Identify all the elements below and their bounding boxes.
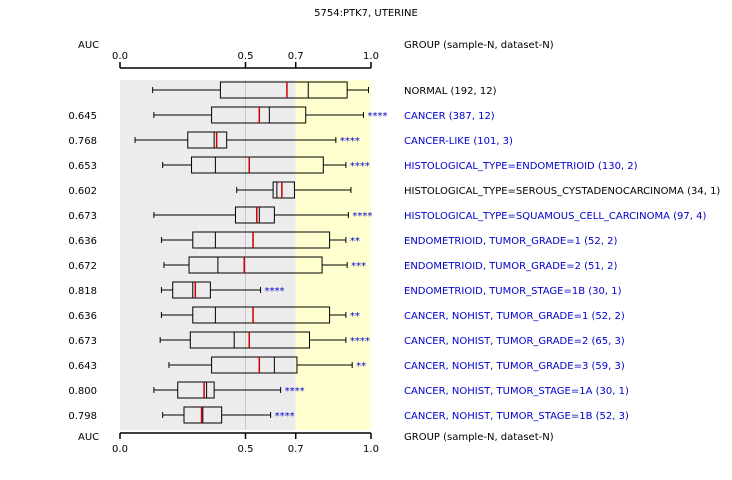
axis-tick-label: 0.7: [288, 444, 304, 455]
auc-value: 0.636: [68, 311, 97, 322]
significance-stars: **: [356, 361, 366, 372]
auc-value: 0.636: [68, 236, 97, 247]
group-label: CANCER, NOHIST, TUMOR_GRADE=1 (52, 2): [404, 311, 625, 322]
chart-title: 5754:PTK7, UTERINE: [314, 8, 418, 19]
box-row: 0.602 HISTOLOGICAL_TYPE=SEROUS_CYSTADENOC…: [68, 181, 720, 199]
group-label: CANCER, NOHIST, TUMOR_STAGE=1A (30, 1): [404, 386, 629, 397]
significance-stars: **: [350, 311, 360, 322]
significance-stars: ***: [351, 261, 366, 272]
group-label: HISTOLOGICAL_TYPE=SEROUS_CYSTADENOCARCIN…: [404, 186, 720, 197]
auc-value: 0.800: [68, 386, 97, 397]
group-label: ENDOMETRIOID, TUMOR_STAGE=1B (30, 1): [404, 286, 622, 297]
x-axis-bottom: 0.0 0.5 0.7 1.0: [112, 432, 379, 455]
group-label: CANCER-LIKE (101, 3): [404, 136, 513, 147]
axis-tick-label: 0.0: [112, 51, 128, 62]
box-row: 0.653 **** HISTOLOGICAL_TYPE=ENDOMETRIOID …: [68, 156, 638, 174]
box-row: 0.798 **** CANCER, NOHIST, TUMOR_STAGE=1B …: [68, 406, 629, 424]
significance-stars: ****: [350, 336, 370, 347]
significance-stars: ****: [285, 386, 305, 397]
box-row: NORMAL (192, 12): [152, 81, 497, 99]
iqr-box: [187, 131, 228, 149]
x-axis-top: 0.0 0.5 0.7 1.0: [112, 51, 379, 69]
auc-value: 0.818: [68, 286, 97, 297]
iqr-box: [192, 306, 331, 324]
iqr-box: [192, 231, 331, 249]
box-row: 0.800 **** CANCER, NOHIST, TUMOR_STAGE=1A …: [68, 381, 629, 399]
significance-stars: ****: [367, 111, 387, 122]
iqr-box: [272, 181, 295, 199]
axis-tick-label: 1.0: [363, 444, 379, 455]
significance-stars: **: [350, 236, 360, 247]
auc-value: 0.673: [68, 336, 97, 347]
iqr-box: [219, 81, 348, 99]
auc-value: 0.643: [68, 361, 97, 372]
auc-value: 0.768: [68, 136, 97, 147]
box-row: 0.645 **** CANCER (387, 12): [68, 106, 495, 124]
axis-tick-label: 0.7: [288, 51, 304, 62]
group-label: HISTOLOGICAL_TYPE=SQUAMOUS_CELL_CARCINOM…: [404, 211, 706, 222]
iqr-box: [177, 381, 215, 399]
axis-tick-label: 0.0: [112, 444, 128, 455]
axis-tick-label: 1.0: [363, 51, 379, 62]
box-row: 0.673 **** CANCER, NOHIST, TUMOR_GRADE=2 (…: [68, 331, 625, 349]
group-label: ENDOMETRIOID, TUMOR_GRADE=2 (51, 2): [404, 261, 617, 272]
yellow-region: [295, 80, 371, 430]
auc-value: 0.653: [68, 161, 97, 172]
auc-value: 0.602: [68, 186, 97, 197]
box-row: 0.643 ** CANCER, NOHIST, TUMOR_GRADE=3 (59…: [68, 356, 625, 374]
significance-stars: ****: [275, 411, 295, 422]
background-shading: [120, 80, 371, 430]
box-row: 0.636 ** CANCER, NOHIST, TUMOR_GRADE=1 (52…: [68, 306, 625, 324]
auc-value: 0.673: [68, 211, 97, 222]
group-label: CANCER, NOHIST, TUMOR_GRADE=2 (65, 3): [404, 336, 625, 347]
significance-stars: ****: [265, 286, 285, 297]
iqr-box: [188, 256, 323, 274]
significance-stars: ****: [350, 161, 370, 172]
box-row: 0.636 ** ENDOMETRIOID, TUMOR_GRADE=1 (52, …: [68, 231, 617, 249]
group-header-bottom: GROUP (sample-N, dataset-N): [404, 432, 554, 443]
iqr-box: [211, 356, 298, 374]
significance-stars: ****: [352, 211, 372, 222]
gray-region: [120, 80, 296, 430]
box-row: 0.672 *** ENDOMETRIOID, TUMOR_GRADE=2 (51,…: [68, 256, 617, 274]
box-row: 0.818 **** ENDOMETRIOID, TUMOR_STAGE=1B (3…: [68, 281, 622, 299]
group-label: NORMAL (192, 12): [404, 86, 497, 97]
auc-value: 0.645: [68, 111, 97, 122]
group-label: HISTOLOGICAL_TYPE=ENDOMETRIOID (130, 2): [404, 161, 638, 172]
auc-value: 0.798: [68, 411, 97, 422]
iqr-box: [191, 156, 324, 174]
axis-tick-label: 0.5: [238, 444, 254, 455]
group-label: CANCER, NOHIST, TUMOR_STAGE=1B (52, 3): [404, 411, 629, 422]
box-row: 0.768 **** CANCER-LIKE (101, 3): [68, 131, 513, 149]
axis-tick-label: 0.5: [238, 51, 254, 62]
auc-value: 0.672: [68, 261, 97, 272]
iqr-box: [234, 206, 275, 224]
auc-header-top: AUC: [78, 40, 99, 51]
auc-header-bottom: AUC: [78, 432, 99, 443]
iqr-box: [172, 281, 211, 299]
group-header-top: GROUP (sample-N, dataset-N): [404, 40, 554, 51]
box-row: 0.673 **** HISTOLOGICAL_TYPE=SQUAMOUS_CELL…: [68, 206, 706, 224]
group-label: ENDOMETRIOID, TUMOR_GRADE=1 (52, 2): [404, 236, 617, 247]
box-rows: NORMAL (192, 12)0.645 **** CANCER (387, 12…: [68, 81, 720, 424]
group-label: CANCER, NOHIST, TUMOR_GRADE=3 (59, 3): [404, 361, 625, 372]
group-label: CANCER (387, 12): [404, 111, 495, 122]
significance-stars: ****: [340, 136, 360, 147]
